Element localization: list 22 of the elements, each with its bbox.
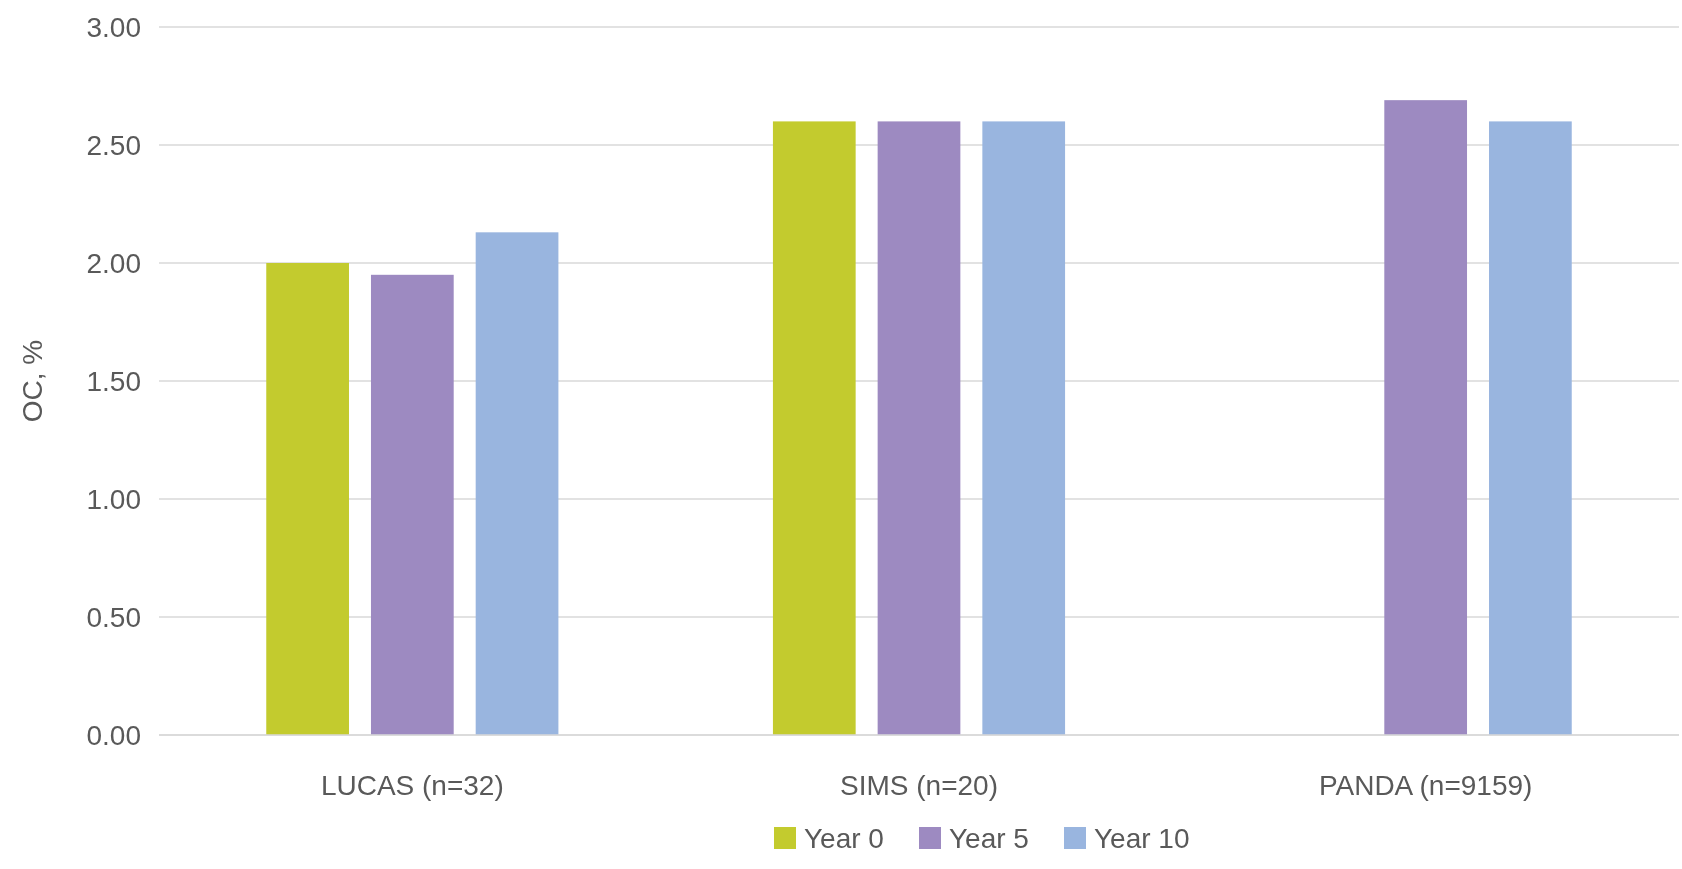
bar bbox=[772, 121, 856, 735]
x-tick-label: LUCAS (n=32) bbox=[320, 770, 504, 801]
legend-label: Year 5 bbox=[949, 823, 1029, 854]
bar bbox=[266, 263, 349, 735]
y-tick-label: 2.50 bbox=[86, 129, 141, 161]
y-tick-label: 2.00 bbox=[86, 247, 141, 279]
legend-label: Year 0 bbox=[804, 823, 884, 854]
legend-label: Year 10 bbox=[1094, 823, 1190, 854]
x-tick-label: PANDA (n=9159) bbox=[1318, 770, 1533, 801]
bar bbox=[370, 274, 454, 735]
y-tick-label: 0.00 bbox=[86, 719, 141, 751]
y-tick-label: 0.50 bbox=[86, 601, 141, 633]
x-tick-label: SIMS (n=20) bbox=[840, 770, 998, 801]
bar bbox=[1384, 100, 1468, 735]
bar bbox=[877, 121, 961, 735]
y-tick-label: 3.00 bbox=[86, 11, 141, 43]
y-tick-label: 1.50 bbox=[86, 365, 141, 397]
bar bbox=[1489, 121, 1572, 735]
y-axis-title: OC, % bbox=[17, 339, 48, 423]
bar bbox=[982, 121, 1066, 735]
y-tick-label: 1.00 bbox=[86, 483, 141, 515]
bar bbox=[475, 232, 559, 735]
